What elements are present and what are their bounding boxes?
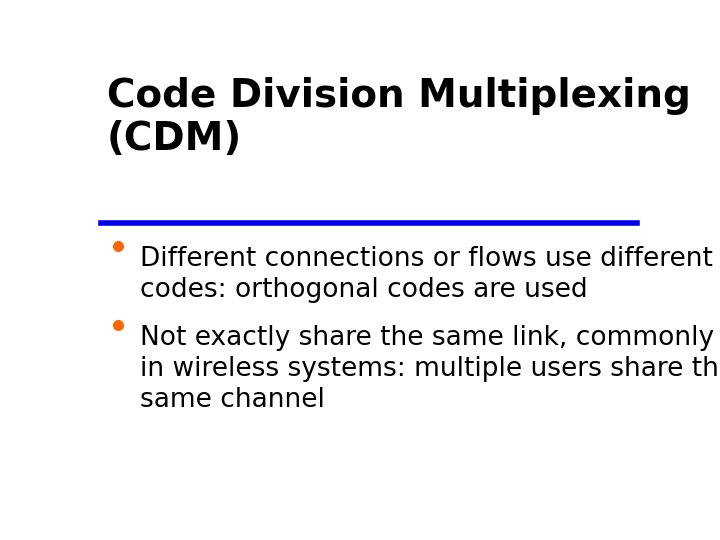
Text: Not exactly share the same link, commonly used: Not exactly share the same link, commonl… (140, 325, 720, 350)
Text: Code Division Multiplexing
(CDM): Code Division Multiplexing (CDM) (107, 77, 690, 158)
Text: same channel: same channel (140, 387, 325, 413)
Text: codes: orthogonal codes are used: codes: orthogonal codes are used (140, 277, 588, 303)
Text: Different connections or flows use different: Different connections or flows use diffe… (140, 246, 713, 272)
Text: in wireless systems: multiple users share the: in wireless systems: multiple users shar… (140, 356, 720, 382)
